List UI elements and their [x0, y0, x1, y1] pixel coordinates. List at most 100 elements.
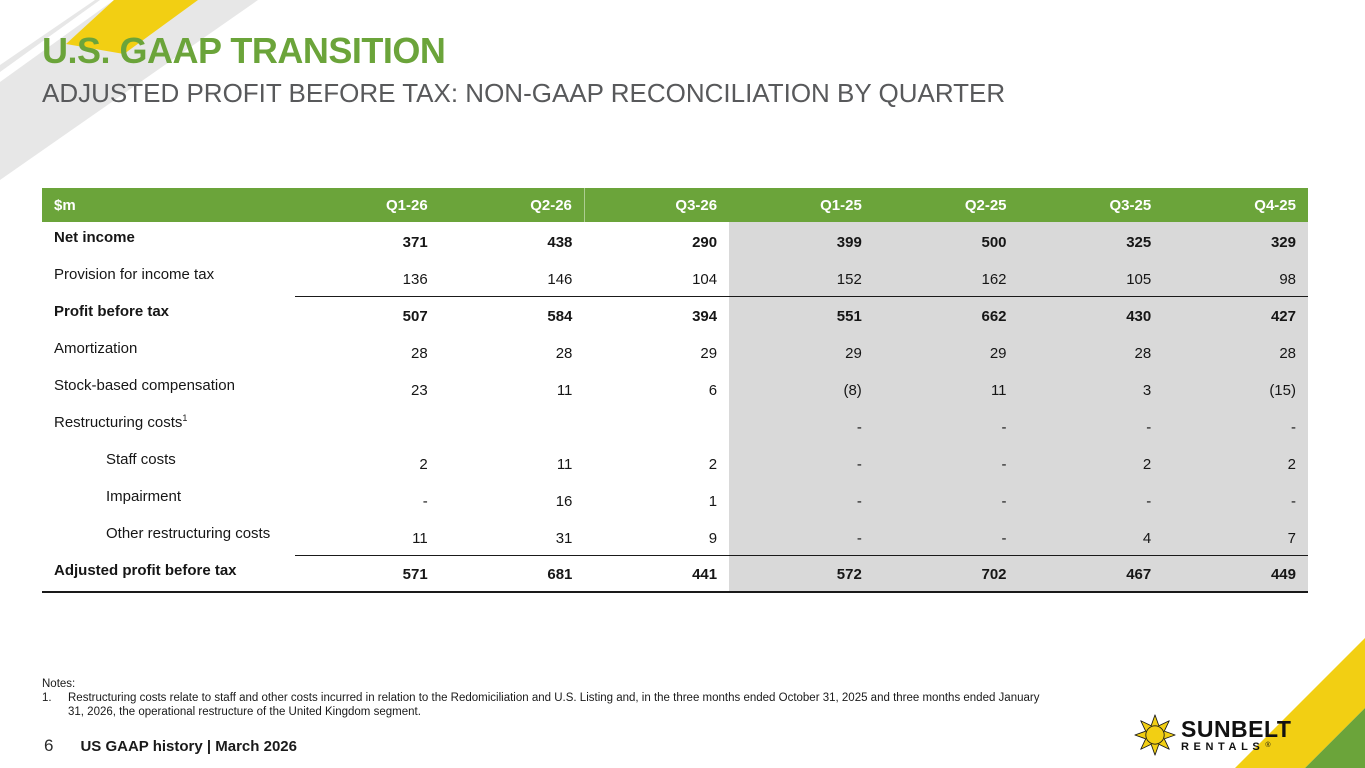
cell-value: (8)	[729, 370, 874, 407]
row-label: Other restructuring costs	[106, 525, 271, 542]
table-header: $m Q1-26 Q2-26 Q3-26 Q1-25 Q2-25 Q3-25 Q4-25	[42, 188, 1308, 222]
cell-value: 394	[692, 308, 718, 325]
table-row: Impairment -16 1- - - -	[42, 481, 1308, 518]
row-label: Adjusted profit before tax	[42, 555, 295, 593]
yellow-stripe	[66, 0, 198, 54]
cell-value: 23	[411, 382, 428, 399]
row-label: Impairment	[106, 488, 182, 505]
cell-value: 7	[1163, 518, 1308, 556]
cell-value: 31	[439, 518, 585, 556]
cell-value	[584, 407, 729, 444]
column-header: Q2-25	[873, 188, 1019, 222]
green-stripe	[1305, 708, 1365, 768]
cell-value: 467	[1018, 555, 1164, 593]
cell-value: 16	[555, 493, 573, 510]
cell-value: 584	[547, 308, 573, 325]
table-row: Net income 371 438 290 399 500 325 329	[42, 222, 1308, 259]
table-row: Restructuring costs1- - - -	[42, 407, 1308, 444]
top-left-decoration	[0, 0, 258, 180]
table-row: Amortization 28 28 29 29 29 28 28	[42, 333, 1308, 370]
cell-value: -	[729, 518, 874, 556]
cell-value: -	[729, 407, 874, 444]
cell-value: 662	[873, 296, 1019, 333]
note-item: 1. Restructuring costs relate to staff a…	[42, 691, 1052, 720]
cell-value: 325	[1018, 222, 1164, 259]
cell-value: -	[422, 493, 428, 510]
cell-value: 430	[1018, 296, 1164, 333]
cell-value: 9	[584, 518, 730, 556]
cell-value: -	[873, 518, 1019, 556]
column-header: Q3-26	[584, 188, 730, 222]
cell-value: 136	[295, 259, 440, 297]
column-header: Q3-25	[1018, 188, 1164, 222]
note-text: Restructuring costs relate to staff and …	[68, 692, 1040, 719]
table-row: Staff costs 2 11 2- -2 2	[42, 444, 1308, 481]
row-label: Profit before tax	[54, 303, 170, 320]
column-header: Q4-25	[1163, 188, 1308, 222]
cell-value: 98	[1163, 259, 1308, 297]
cell-value: 449	[1163, 555, 1308, 593]
note-number: 1.	[42, 692, 52, 704]
cell-value: 371	[402, 234, 428, 251]
gray-stripe	[0, 0, 258, 180]
cell-value: 29	[729, 333, 874, 370]
row-label: Net income	[54, 229, 135, 246]
cell-value: 152	[729, 259, 874, 297]
cell-value: 551	[729, 296, 874, 333]
cell-value: 2	[1018, 444, 1164, 481]
cell-value: -	[1018, 407, 1164, 444]
cell-value	[440, 407, 585, 444]
slide-subtitle: ADJUSTED PROFIT BEFORE TAX: NON-GAAP REC…	[42, 78, 1006, 108]
cell-value: 11	[295, 518, 440, 556]
reconciliation-table: $m Q1-26 Q2-26 Q3-26 Q1-25 Q2-25 Q3-25 Q4-25 N…	[42, 188, 1308, 593]
column-header: Q1-26	[295, 188, 440, 222]
cell-value: 399	[729, 222, 874, 259]
sunbelt-logo: SUNBELT RENTALS ®	[1134, 714, 1291, 756]
cell-value: -	[873, 481, 1019, 518]
table-row: Profit before tax 507 584 394 551 662 430 427	[42, 296, 1308, 333]
unit-label: $m	[42, 188, 295, 222]
cell-value: 2	[1163, 444, 1308, 481]
column-header: Q2-26	[439, 188, 585, 222]
cell-value: 105	[1018, 259, 1164, 297]
row-label: Stock-based compensation	[54, 377, 235, 394]
cell-value: 28	[555, 345, 573, 362]
cell-value: 572	[729, 555, 874, 593]
row-label: Staff costs	[106, 451, 176, 468]
cell-value: 11	[556, 382, 573, 399]
logo-text: SUNBELT RENTALS ®	[1181, 715, 1292, 753]
cell-value: 3	[1018, 370, 1164, 407]
cell-value: 329	[1163, 222, 1308, 259]
row-label: Amortization	[54, 340, 138, 357]
notes-heading: Notes:	[42, 678, 76, 690]
cell-value: 29	[700, 345, 718, 362]
row-label: Provision for income tax	[54, 266, 215, 283]
registered-mark: ®	[1265, 741, 1271, 749]
footer-text: US GAAP history | March 2026	[80, 738, 297, 755]
cell-value: 290	[692, 234, 718, 251]
cell-value	[295, 407, 440, 444]
cell-value: 11	[873, 370, 1019, 407]
cell-value: 507	[402, 308, 428, 325]
row-label: Restructuring costs1	[54, 413, 188, 432]
table-row: Stock-based compensation 23 11 6 (8) 11 3 (15)	[42, 370, 1308, 407]
cell-value: -	[1018, 481, 1164, 518]
cell-value: 500	[873, 222, 1019, 259]
cell-value: -	[873, 444, 1019, 481]
cell-value: -	[729, 444, 874, 481]
logo-subtext: RENTALS	[1181, 740, 1265, 753]
cell-value: 1	[708, 493, 718, 510]
notes-section: Notes: 1. Restructuring costs relate to …	[42, 678, 1052, 720]
cell-value: -	[1163, 407, 1308, 444]
table-row: Provision for income tax 136 146 104 152 162 1…	[42, 259, 1308, 297]
cell-value: 427	[1163, 296, 1308, 333]
cell-value: 681	[439, 555, 585, 593]
table-body: Net income 371 438 290 399 500 325 329 Provision…	[42, 222, 1308, 593]
cell-value: 4	[1018, 518, 1164, 556]
logo-wordmark: SUNBELT	[1181, 715, 1292, 742]
cell-value: 702	[873, 555, 1019, 593]
cell-value: (15)	[1163, 370, 1308, 407]
cell-value: 2	[419, 456, 428, 473]
table-row: Other restructuring costs 11 31 9- -4 7	[42, 518, 1308, 556]
